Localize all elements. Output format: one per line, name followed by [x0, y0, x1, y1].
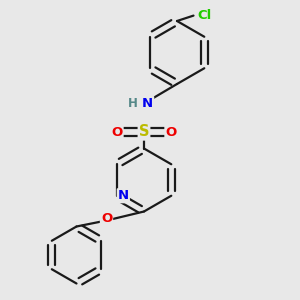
- Text: O: O: [111, 125, 123, 139]
- Text: H: H: [128, 97, 137, 110]
- Text: N: N: [118, 189, 129, 202]
- Text: S: S: [139, 124, 149, 140]
- Text: O: O: [165, 125, 177, 139]
- Text: N: N: [142, 97, 153, 110]
- Text: O: O: [101, 212, 112, 226]
- Text: Cl: Cl: [198, 9, 212, 22]
